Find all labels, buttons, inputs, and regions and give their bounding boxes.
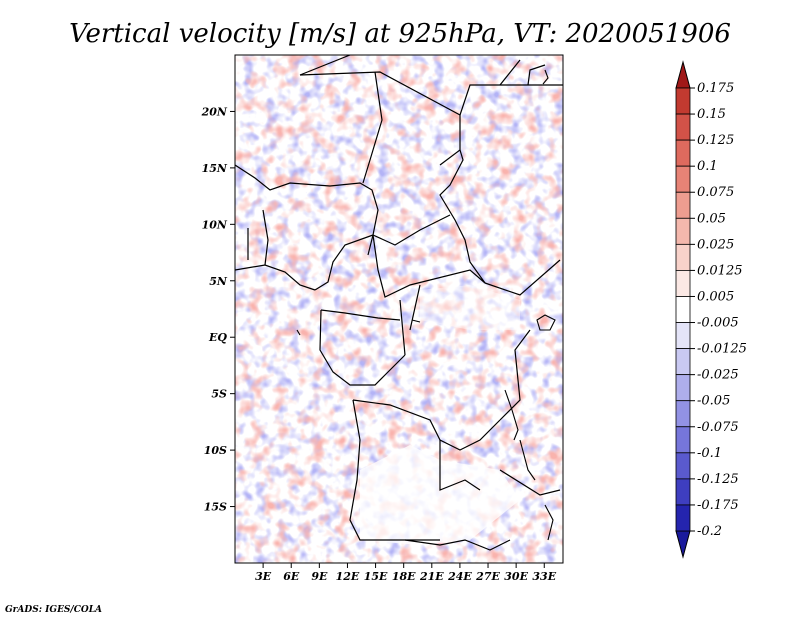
colorbar-label: 0.05	[697, 211, 726, 226]
lat-tick-label: 5S	[211, 388, 227, 401]
lon-tick-label: 33E	[532, 570, 556, 583]
vertical-velocity-field	[235, 55, 563, 563]
credit-label: GrADS: IGES/COLA	[5, 605, 102, 615]
plot-frame	[234, 54, 564, 564]
lon-tick-label: 6E	[283, 570, 300, 583]
colorbar-segment	[675, 348, 691, 376]
colorbar-extend-high	[675, 60, 691, 89]
colorbar-segment	[675, 504, 691, 532]
lon-tick-label: 15E	[364, 570, 388, 583]
colorbar-label: -0.075	[697, 420, 739, 435]
colorbar-label: 0.0125	[697, 263, 743, 278]
lon-tick-label: 30E	[504, 570, 528, 583]
colorbar-segment	[675, 322, 691, 349]
colorbar-label: 0.1	[697, 159, 718, 174]
colorbar-label: 0.125	[697, 133, 734, 148]
colorbar-label: -0.0125	[697, 342, 747, 357]
map-title: Vertical velocity [m/s] at 925hPa, VT: 2…	[69, 19, 731, 49]
lon-tick-label: 21E	[419, 570, 444, 583]
lat-tick-label: 15S	[204, 501, 227, 514]
colorbar-label: -0.175	[697, 498, 739, 513]
colorbar-segment	[675, 139, 691, 167]
colorbar-segment	[675, 452, 691, 480]
colorbar: 0.175 0.15 0.125 0.1 0.075 0.05 0.025 0.0125 0.0…	[675, 60, 747, 559]
colorbar-segment	[675, 478, 691, 506]
colorbar-segment	[675, 217, 691, 245]
colorbar-label: -0.125	[697, 472, 739, 487]
colorbar-segment	[675, 87, 691, 115]
colorbar-label: 0.15	[697, 107, 726, 122]
latitude-axis: 20N 15N 10N 5N EQ 5S 10S 15S	[201, 105, 235, 514]
lat-tick-label: 10S	[204, 444, 227, 457]
lon-tick-label: 3E	[255, 570, 272, 583]
lat-tick-label: 10N	[202, 218, 228, 231]
colorbar-label: -0.2	[697, 524, 722, 539]
lat-tick-label: 20N	[201, 105, 228, 118]
country-borders	[235, 55, 563, 551]
colorbar-segment	[675, 243, 691, 271]
lon-tick-label: 24E	[447, 570, 472, 583]
lon-tick-label: 9E	[311, 570, 328, 583]
colorbar-segment	[675, 165, 691, 193]
lon-tick-label: 12E	[336, 570, 360, 583]
colorbar-label: -0.05	[697, 394, 730, 409]
lon-tick-label: 18E	[392, 570, 416, 583]
colorbar-label: -0.025	[697, 368, 739, 383]
colorbar-segment	[675, 374, 691, 402]
lat-tick-label: 15N	[202, 162, 228, 175]
lakes-and-coast-detail	[296, 69, 556, 541]
colorbar-label: -0.005	[697, 316, 739, 331]
lat-tick-label: 5N	[209, 275, 228, 288]
colorbar-label: 0.025	[697, 237, 734, 252]
lon-tick-label: 27E	[475, 570, 500, 583]
longitude-axis: 3E 6E 9E 12E 15E 18E 21E 24E 27E 30E 33E	[255, 563, 557, 583]
colorbar-label: 0.075	[697, 185, 734, 200]
colorbar-segment	[675, 296, 691, 323]
colorbar-segment	[675, 426, 691, 454]
colorbar-segment	[675, 400, 691, 428]
colorbar-segment	[675, 270, 691, 297]
colorbar-label: 0.005	[697, 289, 734, 304]
colorbar-extend-low	[675, 530, 691, 559]
lat-tick-label: EQ	[208, 331, 227, 344]
colorbar-label: 0.175	[697, 81, 734, 96]
colorbar-label: -0.1	[697, 446, 722, 461]
colorbar-segment	[675, 191, 691, 219]
colorbar-segment	[675, 113, 691, 141]
